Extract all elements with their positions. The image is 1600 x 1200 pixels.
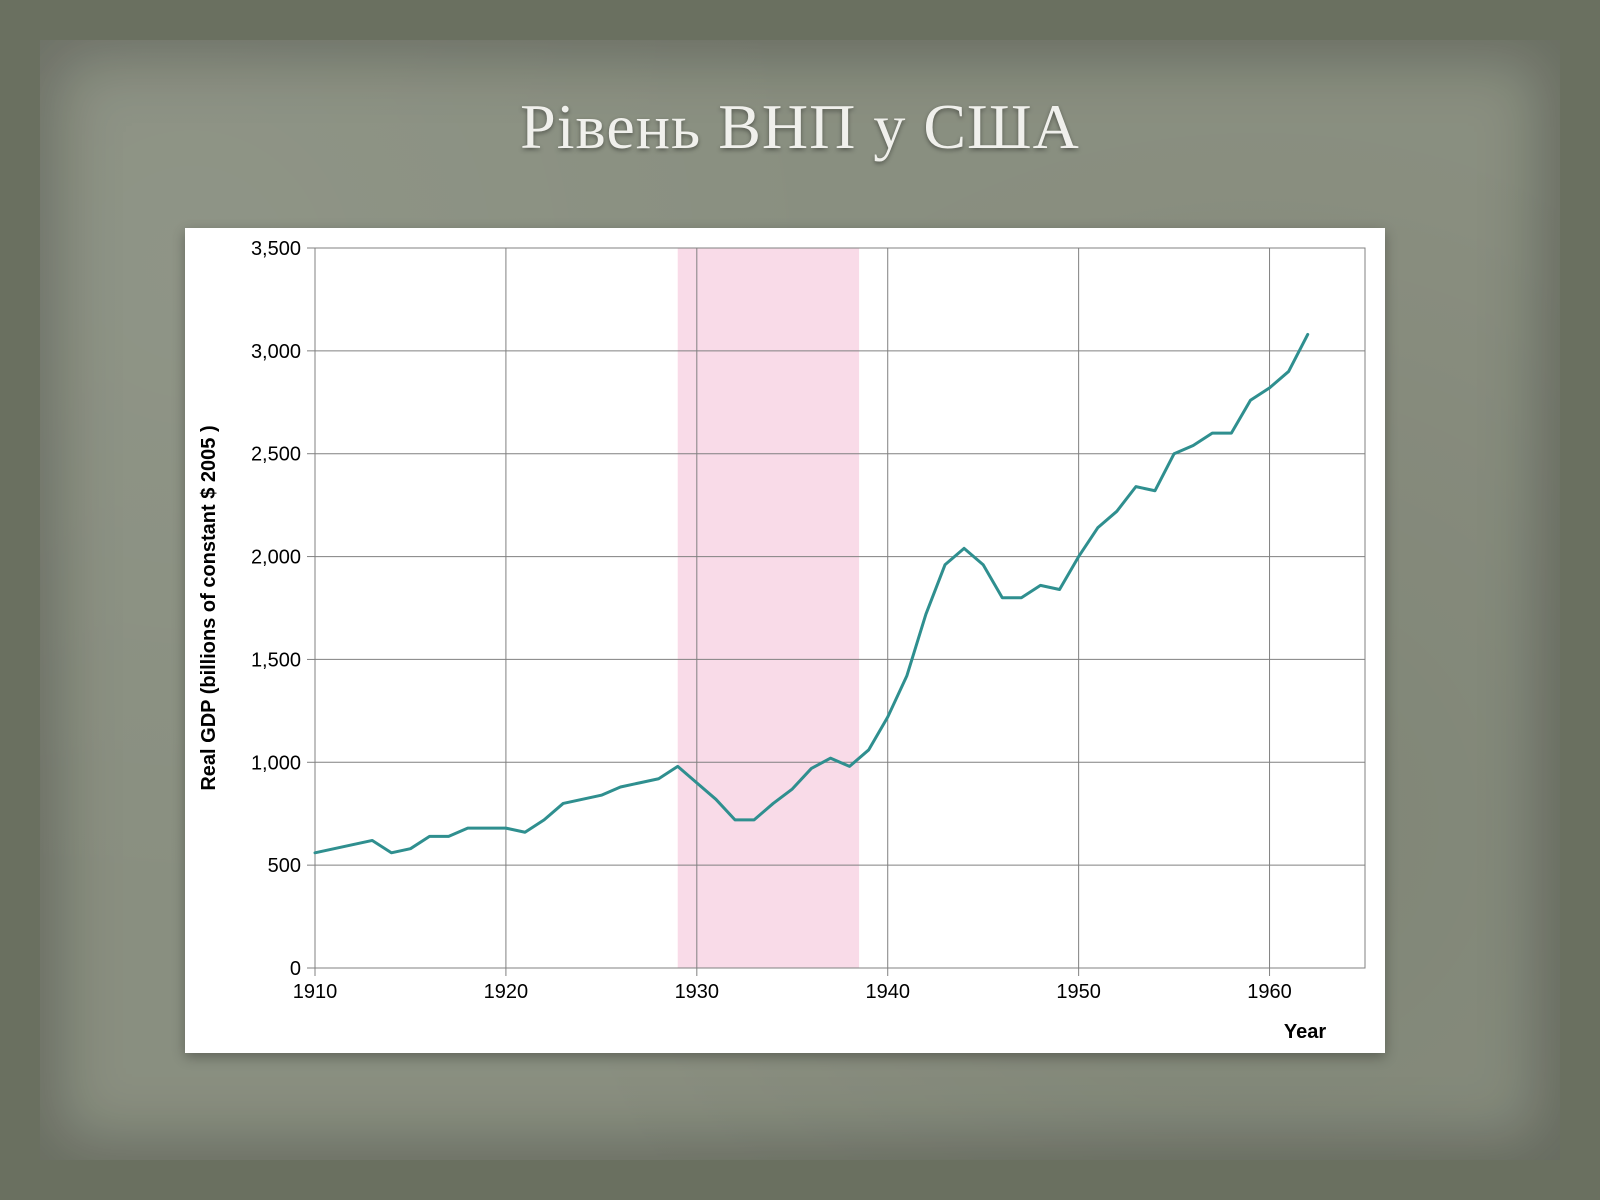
y-tick-label: 1,000 — [251, 752, 301, 774]
x-tick-label: 1930 — [675, 981, 720, 1003]
y-axis-label: Real GDP (billions of constant $ 2005 ) — [198, 425, 220, 790]
x-tick-label: 1910 — [293, 981, 338, 1003]
chart-svg: 1910 1920 1930 1940 1950 1960 0 500 1,000 1,500 2,… — [185, 228, 1385, 1053]
x-axis-label: Year — [1284, 1021, 1326, 1043]
y-tick-label: 500 — [268, 855, 301, 877]
y-tick-label: 2,500 — [251, 444, 301, 466]
slide-title: Рівень ВНП у США — [0, 90, 1600, 164]
x-tick-label: 1920 — [484, 981, 528, 1003]
y-tick-label: 0 — [290, 958, 301, 980]
x-tick-label: 1960 — [1247, 981, 1292, 1003]
y-tick-label: 1,500 — [251, 649, 301, 671]
depression-highlight-band — [678, 248, 859, 968]
x-tick-label: 1950 — [1056, 981, 1101, 1003]
y-tick-label: 2,000 — [251, 547, 301, 569]
slide: Рівень ВНП у США 1910 1920 1930 1940 1950 196… — [0, 0, 1600, 1200]
gdp-chart: 1910 1920 1930 1940 1950 1960 0 500 1,000 1,500 2,… — [185, 228, 1385, 1053]
y-tick-label: 3,000 — [251, 341, 301, 363]
x-tick-label: 1940 — [865, 981, 910, 1003]
y-tick-label: 3,500 — [251, 238, 301, 260]
